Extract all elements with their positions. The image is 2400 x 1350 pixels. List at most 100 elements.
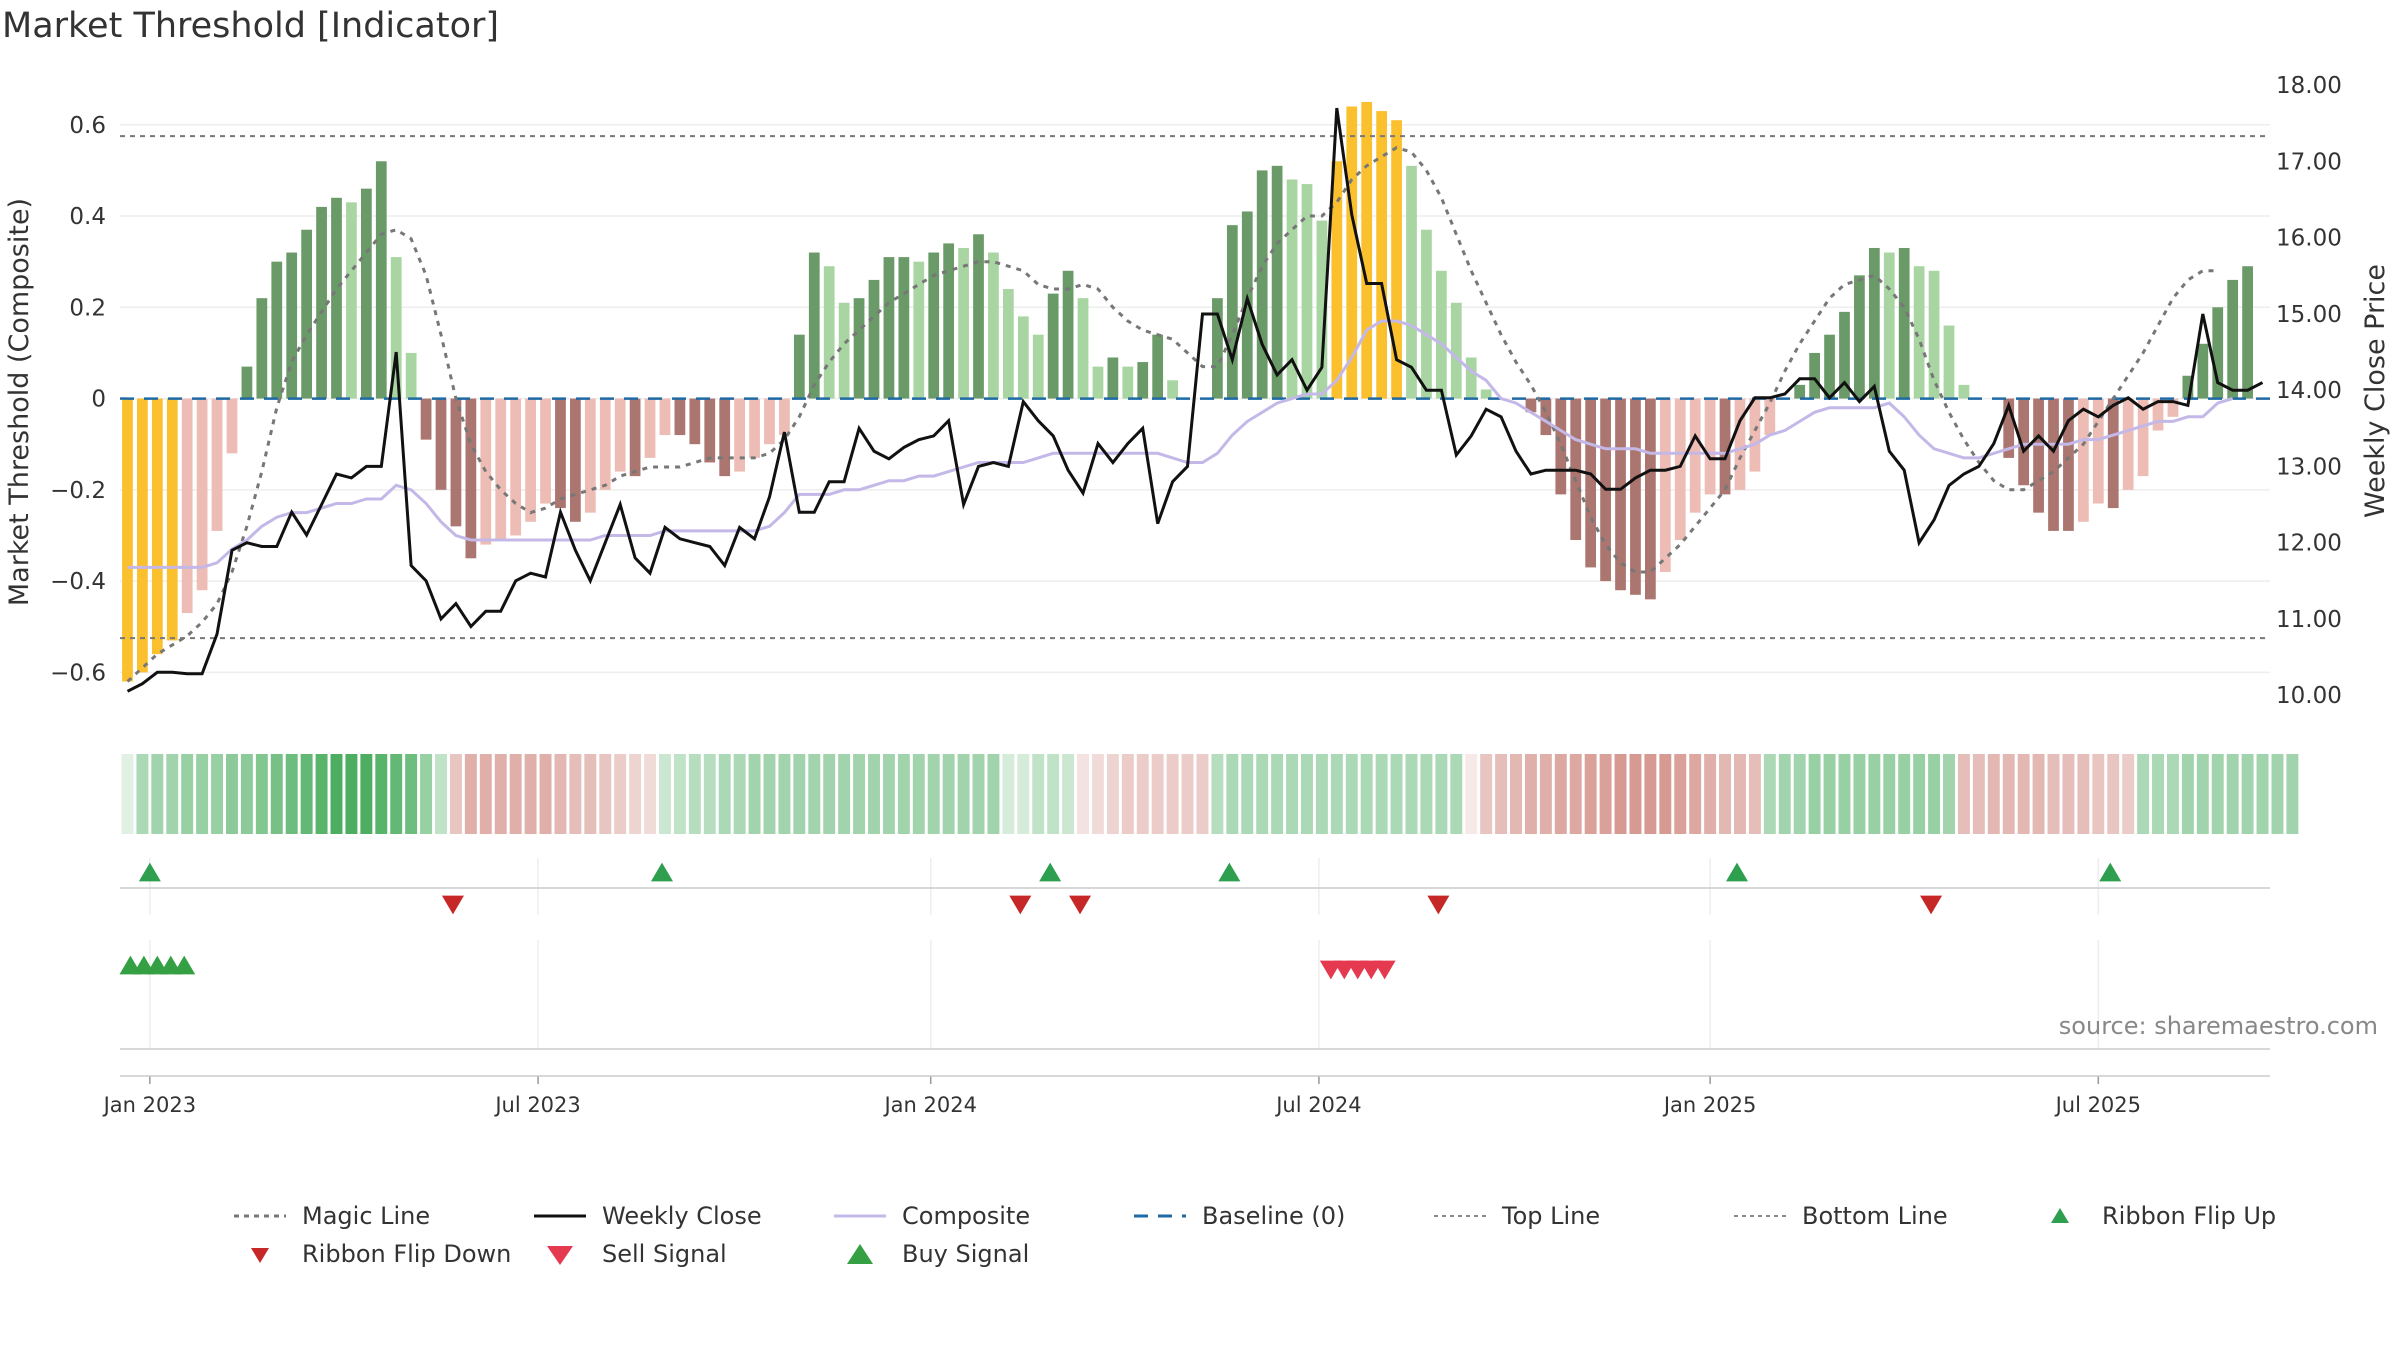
ribbon-cell (2032, 754, 2045, 834)
ribbon-cell (2241, 754, 2254, 834)
x-tick-label: Jul 2025 (2054, 1093, 2141, 1117)
ribbon-cell (1778, 754, 1791, 834)
ribbon-cell (2256, 754, 2269, 834)
composite-bar (301, 229, 313, 399)
ribbon-cell (2017, 754, 2030, 834)
y2-tick-label: 11.00 (2276, 607, 2342, 633)
composite-bar (316, 206, 327, 399)
ribbon-cell (509, 754, 522, 834)
ribbon-cell (420, 754, 433, 834)
top-swatch-icon (1434, 1215, 1486, 1217)
ribbon-cell (405, 754, 418, 834)
composite-bar (629, 398, 641, 477)
ribbon-cell (2122, 754, 2135, 834)
ribbon-cell (1510, 754, 1522, 834)
line-series (120, 107, 2270, 693)
ribbon-cell (1091, 754, 1104, 834)
flipup-swatch-icon (2051, 1208, 2069, 1223)
legend-item-flipup: Ribbon Flip Up (2030, 1200, 2276, 1232)
ribbon-cell (315, 754, 328, 834)
composite-bar (1212, 298, 1223, 399)
legend-label: Ribbon Flip Down (302, 1240, 512, 1268)
ribbon-cell (718, 754, 731, 834)
ribbon-cell (1226, 754, 1239, 834)
bar-series (122, 101, 2253, 682)
ribbon-cell (1450, 754, 1463, 834)
composite-bar (555, 398, 566, 509)
legend-item-sell: Sell Signal (530, 1238, 727, 1270)
composite-bar (2063, 398, 2074, 531)
baseline-swatch-icon (1134, 1214, 1186, 1218)
ribbon-cell (226, 754, 238, 834)
composite-swatch-icon (834, 1214, 886, 1218)
chart-canvas: −0.6 −0.4 −0.2 0 0.2 0.4 0.6 10.00 11.00 12.00 13.… (4, 73, 2391, 1117)
composite-bar (1167, 380, 1178, 399)
composite-bar (943, 243, 955, 399)
ribbon-cell (2271, 754, 2284, 834)
composite-bar (1540, 398, 1552, 436)
legend-label: Bottom Line (1802, 1202, 1948, 1230)
composite-bar (1689, 398, 1701, 513)
composite-bar (2003, 398, 2015, 458)
ribbon-cell (2286, 754, 2299, 834)
composite-bar (958, 247, 969, 399)
ribbon-cell (658, 754, 671, 834)
ribbon-cell (330, 754, 343, 834)
ribbon-cell (808, 754, 821, 834)
composite-bar (674, 398, 686, 436)
ribbon-cell (987, 754, 1000, 834)
y-tick-label: −0.2 (50, 478, 106, 504)
composite-bar (1928, 270, 1940, 399)
composite-bar (166, 398, 178, 641)
ribbon-cell (2152, 754, 2164, 834)
ribbon-cell (1286, 754, 1299, 834)
ribbon-flip-up-marker (650, 862, 673, 882)
ribbon-flip-down-marker (1009, 895, 1032, 915)
y2-tick-label: 18.00 (2276, 73, 2342, 99)
legend-label: Composite (902, 1202, 1031, 1230)
composite-bar (405, 352, 417, 399)
composite-bar (2197, 343, 2209, 399)
ribbon-cell (942, 754, 955, 834)
ribbon-cell (151, 754, 164, 834)
ribbon-cell (2107, 754, 2120, 834)
composite-bar (420, 398, 432, 440)
composite-bar (1749, 398, 1761, 472)
composite-bar (151, 398, 163, 655)
composite-bar (1854, 275, 1865, 399)
composite-bar (2077, 398, 2089, 522)
ribbon-cell (1719, 754, 1732, 834)
composite-bar (1331, 161, 1343, 399)
composite-bar (599, 398, 611, 490)
y-tick-label: 0.6 (69, 113, 106, 139)
ribbon-cell (360, 754, 373, 834)
composite-bar (1256, 170, 1268, 399)
ribbon-cell (1928, 754, 1941, 834)
bottom-swatch-icon (1734, 1215, 1786, 1217)
composite-bar (2167, 398, 2179, 417)
ribbon-cell (1614, 754, 1627, 834)
ribbon-cell (1972, 754, 1985, 834)
composite-bar (2137, 398, 2149, 477)
composite-bar (868, 279, 880, 399)
composite-bar (226, 398, 238, 454)
ribbon-cell (1420, 754, 1433, 834)
y2-tick-label: 15.00 (2276, 302, 2342, 328)
composite-bar (734, 398, 745, 472)
ribbon-cell (494, 754, 507, 834)
composite-bar (2048, 398, 2059, 531)
ribbon-cell (1957, 754, 1970, 834)
ribbon-cell (121, 754, 134, 834)
ribbon-cell (1689, 754, 1702, 834)
ribbon-flip-down-marker (441, 895, 464, 915)
ribbon-cell (1017, 754, 1030, 834)
ribbon-cell (2002, 754, 2015, 834)
composite-bar (689, 398, 701, 445)
composite-bar (1585, 398, 1597, 568)
ribbon-flip-up-marker (1725, 862, 1748, 882)
magic-swatch-icon (234, 1214, 286, 1218)
composite-bar (1630, 398, 1641, 595)
composite-bar (241, 366, 253, 399)
ribbon-cell (390, 754, 403, 834)
y2-tick-label: 14.00 (2276, 378, 2342, 404)
